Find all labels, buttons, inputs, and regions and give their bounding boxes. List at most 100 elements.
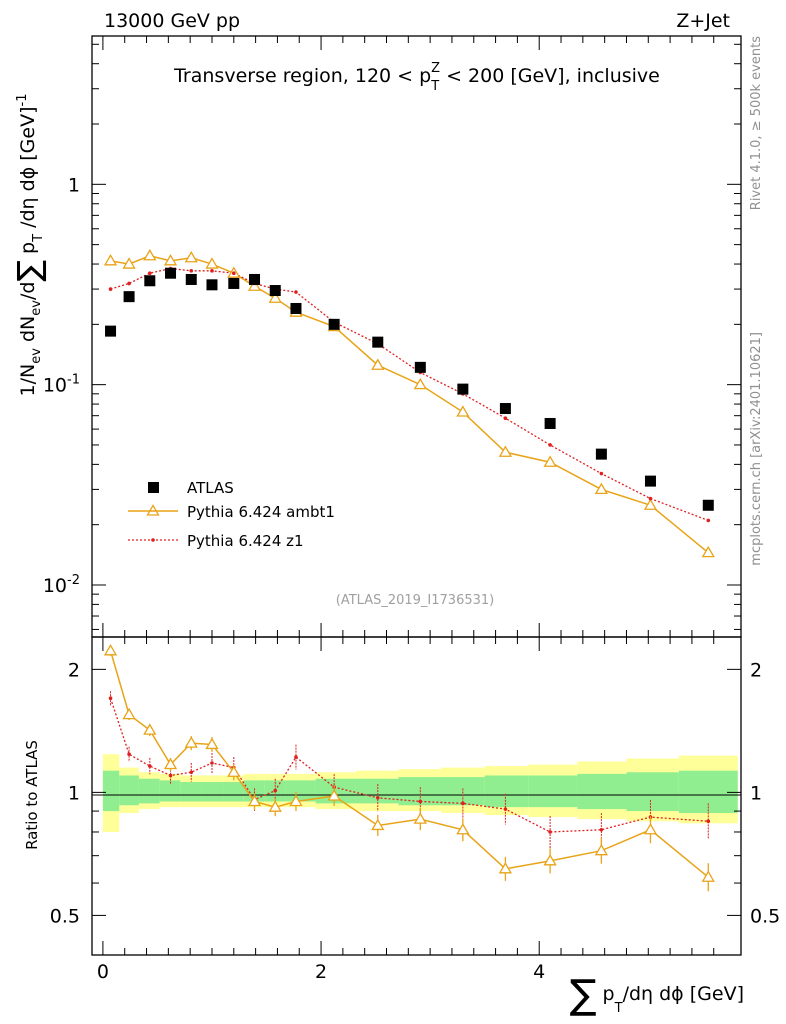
ratio-ambt1-point xyxy=(371,818,385,831)
main-ylabel: 1/Nev dNev/d∑ pT /dη dϕ [GeV]-1 xyxy=(10,94,48,397)
ratio-ytick-label: 1 xyxy=(750,782,762,804)
z1-point xyxy=(706,518,711,523)
ambt1-point xyxy=(456,405,470,417)
xtick-label: 4 xyxy=(533,961,545,983)
main-ytick-label: 10-1 xyxy=(43,373,80,397)
ratio-ambt1-point xyxy=(103,644,118,656)
ratio-ambt1-point xyxy=(643,822,658,835)
legend-z1-label: Pythia 6.424 z1 xyxy=(187,532,304,550)
ambt1-point xyxy=(205,257,219,269)
analysis-id: (ATLAS_2019_I1736531) xyxy=(336,593,494,608)
ratio-ambt1-point xyxy=(205,737,219,750)
z1-point xyxy=(548,443,552,447)
ratio-z1-point xyxy=(210,761,214,765)
z1-point xyxy=(189,269,194,273)
ratio-stat-band xyxy=(626,772,679,812)
atlas-point xyxy=(165,267,177,279)
ratio-ytick-label: 2 xyxy=(750,659,762,681)
ratio-z1-point xyxy=(127,752,131,756)
ratio-ylabel: Ratio to ATLAS xyxy=(23,740,41,850)
atlas-point xyxy=(269,285,281,297)
legend-ambt1-marker xyxy=(146,504,160,516)
atlas-point xyxy=(328,318,340,330)
ratio-ambt1-point xyxy=(268,800,282,812)
ratio-frame xyxy=(91,636,742,956)
atlas-point xyxy=(644,475,656,487)
z1-point xyxy=(108,287,113,291)
atlas-point xyxy=(499,403,511,415)
legend-atlas-label: ATLAS xyxy=(187,479,234,497)
ratio-stat-band xyxy=(484,775,529,808)
ratio-panel: 0 2 4 2 2 1 1 0.5 0.5 xyxy=(50,636,780,983)
ratio-ytick-label: 1 xyxy=(68,782,80,804)
process-label: Z+Jet xyxy=(676,10,730,32)
ratio-z1-point xyxy=(189,770,194,775)
ratio-stat-band xyxy=(201,782,223,802)
energy-label: 13000 GeV pp xyxy=(104,10,240,32)
ratio-stat-band xyxy=(678,770,738,814)
ratio-stat-band xyxy=(285,780,316,802)
z1-point xyxy=(210,269,214,273)
ratio-stat-band xyxy=(159,780,181,802)
z1-point xyxy=(648,496,653,501)
svg-text:∑ pT/dη dϕ [GeV]: ∑ pT/dη dϕ [GeV] xyxy=(570,972,744,1018)
ratio-ambt1-point xyxy=(543,854,557,866)
ratio-ambt1-point xyxy=(184,736,198,748)
ambt1-point xyxy=(122,257,136,269)
ambt1-point xyxy=(163,254,178,266)
atlas-point xyxy=(206,279,218,291)
ambt1-point xyxy=(247,279,262,291)
ambt1-point xyxy=(498,445,513,457)
rivet-label: Rivet 4.1.0, ≥ 500k events xyxy=(749,36,764,210)
atlas-point xyxy=(144,275,156,287)
atlas-point xyxy=(290,302,302,314)
atlas-point xyxy=(105,325,117,337)
z1-point xyxy=(148,271,152,276)
legend-z1: Pythia 6.424 z1 xyxy=(128,532,304,550)
legend-ambt1: Pythia 6.424 ambt1 xyxy=(128,503,335,521)
ratio-ytick-label: 0.5 xyxy=(50,905,80,927)
ambt1-point xyxy=(643,498,658,510)
main-panel: 1 10-1 10-2 Transverse region, 120 < pTZ <… xyxy=(43,35,742,638)
legend-atlas: ATLAS xyxy=(148,479,234,497)
ratio-z1-point xyxy=(168,773,173,778)
ambt1-point xyxy=(413,377,427,390)
z1-point xyxy=(231,271,236,276)
ratio-ambt1-point xyxy=(701,870,715,882)
ratio-ambt1-point xyxy=(227,765,241,777)
z1-point xyxy=(294,290,298,294)
ambt1-point xyxy=(594,482,609,495)
ratio-z1-point xyxy=(548,830,552,834)
ratio-z1-point xyxy=(294,755,298,759)
ratio-z1-point xyxy=(108,696,113,701)
ambt1-point xyxy=(103,254,118,266)
ratio-ambt1-point xyxy=(289,794,303,807)
ratio-z1-point xyxy=(418,799,423,804)
ratio-z1-point xyxy=(599,827,604,832)
xtick-label: 2 xyxy=(315,961,327,983)
z1-point xyxy=(503,416,508,421)
ratio-z1-point xyxy=(461,801,465,806)
ratio-ambt1-point xyxy=(498,862,513,874)
atlas-point xyxy=(185,273,197,285)
ratio-stat-band xyxy=(180,782,202,802)
atlas-point xyxy=(457,383,469,395)
mcplots-label: mcplots.cern.ch [arXiv:2401.10621] xyxy=(749,332,764,566)
ratio-stat-band xyxy=(528,775,578,808)
main-ytick-label: 1 xyxy=(68,174,80,196)
ratio-stat-band xyxy=(119,775,139,806)
ratio-ambt1-point xyxy=(122,707,136,720)
atlas-point xyxy=(544,417,556,429)
ratio-ytick-label: 0.5 xyxy=(750,905,780,927)
xtick-label: 0 xyxy=(97,961,109,983)
z1-point xyxy=(599,471,604,476)
ratio-stat-band xyxy=(222,782,244,802)
atlas-point xyxy=(595,448,607,460)
ratio-ambt1-point xyxy=(247,794,262,807)
atlas-point xyxy=(249,273,261,285)
ratio-ambt1-point xyxy=(327,789,341,801)
ratio-ytick-label: 2 xyxy=(68,659,80,681)
legend-ambt1-label: Pythia 6.424 ambt1 xyxy=(187,503,335,521)
ratio-ambt1-point xyxy=(143,723,157,735)
